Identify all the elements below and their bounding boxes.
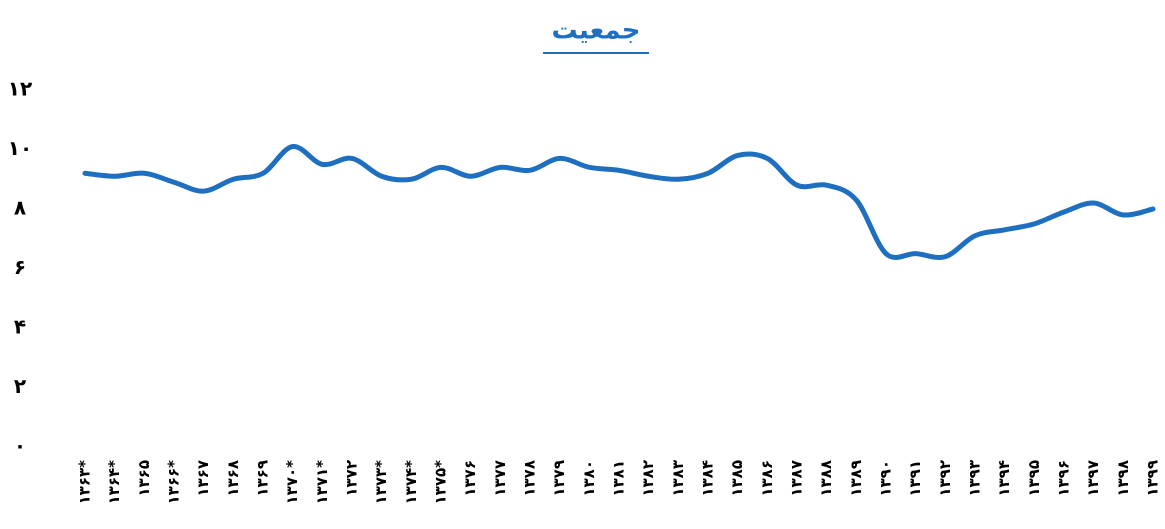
y-tick-label: ۱۲ bbox=[8, 77, 32, 101]
x-tick-label: ۱۳۶۳* bbox=[76, 460, 94, 505]
x-tick-label: ۱۳۸۸ bbox=[817, 460, 835, 497]
x-tick-label: ۱۳۸۶ bbox=[758, 460, 776, 497]
x-tick-label: ۱۳۹۳ bbox=[966, 460, 984, 497]
x-tick-label: ۱۳۹۶ bbox=[1055, 460, 1073, 497]
y-tick-label: ۲ bbox=[14, 374, 26, 398]
x-tick-label: ۱۳۶۷ bbox=[194, 460, 212, 497]
x-tick-label: ۱۳۹۵ bbox=[1025, 460, 1043, 497]
x-tick-label: ۱۳۷۸ bbox=[521, 460, 539, 497]
y-tick-label: ۰ bbox=[14, 434, 26, 458]
x-tick-label: ۱۳۶۹ bbox=[254, 460, 272, 497]
x-tick-label: ۱۳۷۹ bbox=[550, 460, 568, 497]
x-tick-label: ۱۳۸۲ bbox=[639, 460, 657, 497]
x-tick-label: ۱۳۸۴ bbox=[699, 460, 717, 497]
x-tick-label: ۱۳۷۷ bbox=[491, 460, 509, 497]
x-tick-label: ۱۳۹۸ bbox=[1114, 460, 1132, 497]
x-tick-label: ۱۳۶۶* bbox=[165, 460, 183, 505]
x-tick-label: ۱۳۶۴* bbox=[105, 460, 123, 505]
x-tick-label: ۱۳۸۳ bbox=[669, 460, 687, 497]
x-tick-label: ۱۳۶۵ bbox=[135, 460, 153, 497]
x-tick-label: ۱۳۹۷ bbox=[1084, 460, 1102, 497]
x-tick-label: ۱۳۷۵* bbox=[432, 460, 450, 505]
x-tick-label: ۱۳۷۰* bbox=[283, 460, 301, 505]
x-tick-label: ۱۳۷۲ bbox=[343, 460, 361, 497]
x-tick-label: ۱۳۷۴* bbox=[402, 460, 420, 505]
y-tick-label: ۱۰ bbox=[8, 136, 32, 160]
chart-title: جمعیت bbox=[552, 16, 641, 46]
x-tick-label: ۱۳۷۱* bbox=[313, 460, 331, 505]
x-tick-label: ۱۳۸۰ bbox=[580, 460, 598, 497]
y-tick-label: ۴ bbox=[14, 315, 26, 339]
x-tick-label: ۱۳۸۵ bbox=[728, 460, 746, 497]
x-tick-label: ۱۳۷۳* bbox=[372, 460, 390, 505]
x-tick-label: ۱۳۹۴ bbox=[995, 460, 1013, 497]
x-tick-label: ۱۳۸۹ bbox=[847, 460, 865, 497]
y-tick-label: ۸ bbox=[14, 196, 26, 220]
line-series bbox=[82, 144, 1156, 260]
x-tick-label: ۱۳۹۲ bbox=[936, 460, 954, 497]
x-tick-label: ۱۳۷۶ bbox=[461, 460, 479, 497]
y-tick-label: ۶ bbox=[14, 255, 26, 279]
x-tick-label: ۱۳۹۹ bbox=[1144, 460, 1162, 497]
x-tick-label: ۱۳۸۷ bbox=[788, 460, 806, 497]
x-tick-label: ۱۳۹۰ bbox=[877, 460, 895, 497]
x-tick-label: ۱۳۸۱ bbox=[610, 460, 628, 497]
x-tick-label: ۱۳۹۱ bbox=[906, 460, 924, 497]
x-tick-label: ۱۳۶۸ bbox=[224, 460, 242, 497]
